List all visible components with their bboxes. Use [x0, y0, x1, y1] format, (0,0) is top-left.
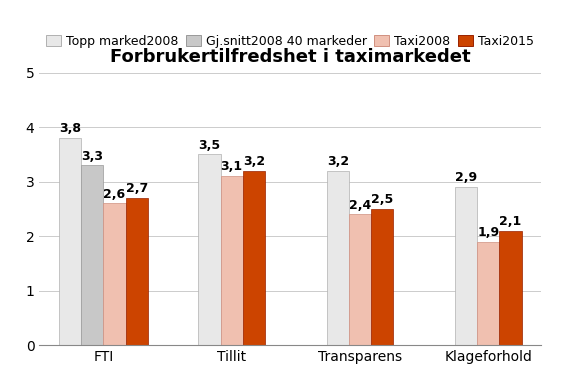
Text: 3,1: 3,1	[220, 160, 243, 174]
Bar	[59, 138, 81, 345]
Text: 2,5: 2,5	[371, 193, 393, 206]
Text: 2,9: 2,9	[455, 171, 477, 184]
Bar	[327, 171, 349, 345]
Bar	[220, 176, 243, 345]
Bar	[243, 171, 265, 345]
Text: 2,1: 2,1	[499, 215, 521, 228]
Bar	[103, 204, 125, 345]
Bar	[125, 198, 148, 345]
Text: 1,9: 1,9	[477, 226, 499, 239]
Text: 2,4: 2,4	[349, 199, 371, 211]
Bar	[499, 231, 521, 345]
Text: 3,8: 3,8	[59, 122, 81, 135]
Text: 3,2: 3,2	[243, 155, 265, 168]
Text: 3,5: 3,5	[198, 139, 220, 152]
Text: 3,3: 3,3	[81, 150, 103, 163]
Bar	[455, 187, 477, 345]
Text: 3,2: 3,2	[327, 155, 349, 168]
Bar	[371, 209, 393, 345]
Bar	[198, 154, 220, 345]
Text: 2,7: 2,7	[125, 182, 148, 195]
Bar	[349, 215, 371, 345]
Title: Forbrukertilfredshet i taximarkedet: Forbrukertilfredshet i taximarkedet	[110, 47, 470, 66]
Legend: Topp marked2008, Gj.snitt2008 40 markeder, Taxi2008, Taxi2015: Topp marked2008, Gj.snitt2008 40 markede…	[41, 30, 539, 53]
Bar	[81, 165, 103, 345]
Text: 2,6: 2,6	[103, 188, 125, 201]
Bar	[477, 241, 499, 345]
